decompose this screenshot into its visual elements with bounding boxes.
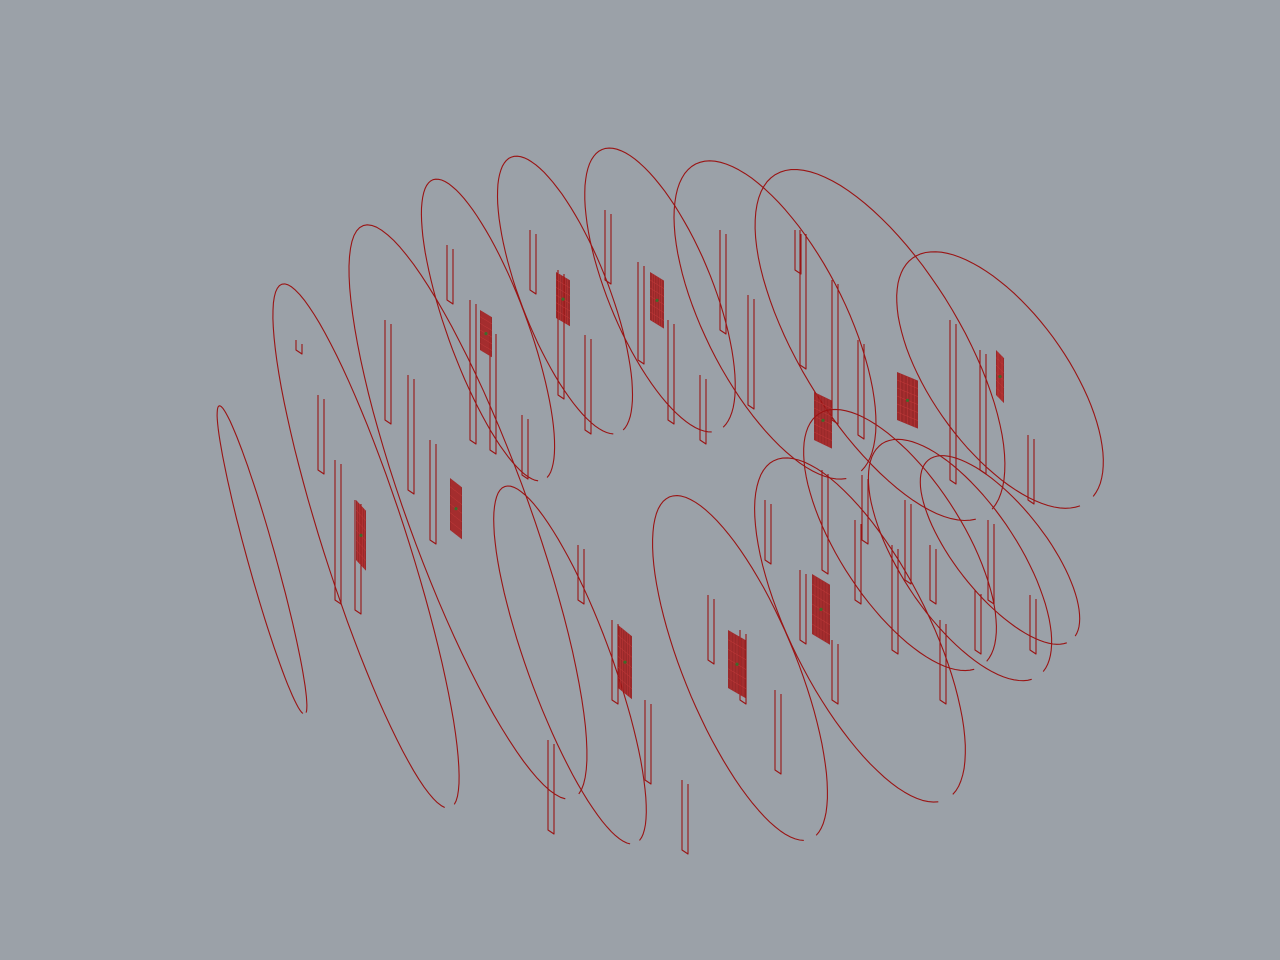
slot-tine — [831, 280, 839, 425]
slot-tine — [577, 545, 585, 605]
disc-rim — [896, 251, 1104, 509]
slot-tine — [521, 415, 529, 480]
disc-6 — [584, 147, 736, 445]
disc-10 — [493, 485, 652, 845]
slot-tine — [667, 320, 675, 425]
slot-tine — [774, 690, 782, 775]
mesh-grid-line — [355, 549, 367, 561]
mesh-accent — [623, 660, 627, 664]
slot-tine — [295, 340, 303, 355]
slot-tine — [987, 520, 995, 605]
mesh-grid-line — [555, 310, 571, 319]
slot-tine — [429, 440, 437, 545]
mesh-grid-line — [896, 411, 919, 421]
slot-tine — [764, 500, 772, 565]
disc-rim — [493, 485, 647, 845]
disc-9 — [896, 251, 1104, 509]
slot-tine — [799, 230, 807, 370]
mesh-grid-line — [449, 521, 463, 531]
slot-tine — [799, 570, 807, 645]
mesh-grid-line — [813, 431, 833, 441]
wireframe-scene — [216, 147, 1104, 855]
slot-tine — [489, 330, 497, 455]
disc-rim — [867, 438, 1053, 682]
slot-tine — [446, 245, 454, 305]
disc-1 — [216, 405, 308, 714]
slot-tine — [384, 320, 392, 425]
slot-tine — [1027, 435, 1035, 505]
mesh-accent — [655, 298, 659, 302]
mesh-accent — [821, 418, 825, 422]
slot-tine — [719, 230, 727, 335]
mesh-accent — [561, 297, 565, 301]
mesh-accent — [998, 374, 1002, 379]
disc-rim — [420, 178, 556, 482]
disc-3 — [348, 224, 588, 800]
mesh-grid-line — [811, 623, 831, 636]
slot-tine — [317, 395, 325, 475]
mesh-accent — [484, 332, 488, 336]
disc-4 — [420, 178, 556, 482]
slot-tine — [821, 470, 829, 575]
disc-rim — [216, 405, 308, 714]
slot-tine — [949, 320, 957, 485]
slot-tine — [557, 270, 565, 400]
slot-tine — [707, 595, 715, 665]
slot-tine — [904, 500, 912, 585]
slot-tine — [929, 545, 937, 605]
mesh-grid-line — [649, 311, 665, 321]
disc-rim — [348, 224, 588, 800]
mesh-accent — [819, 607, 823, 612]
slot-tine — [939, 620, 947, 705]
disc-rim — [919, 455, 1081, 645]
mesh-grid-line — [479, 343, 493, 351]
disc-12 — [754, 457, 966, 803]
mesh-grid-line — [727, 678, 747, 689]
mesh-accent — [905, 398, 910, 402]
disc-11 — [652, 495, 828, 855]
disc-rim — [803, 408, 997, 672]
slot-tine — [584, 335, 592, 435]
mesh-grid-line — [995, 387, 1005, 396]
slot-tine — [547, 740, 555, 835]
slot-tine — [407, 375, 415, 495]
mesh-accent — [735, 662, 739, 666]
slot-tine — [854, 520, 862, 605]
mesh-grid-line — [617, 677, 633, 690]
disc-rim — [754, 457, 966, 803]
slot-tine — [469, 300, 477, 445]
slot-tine — [334, 460, 342, 605]
disc-rim — [584, 147, 736, 433]
slot-tine — [699, 375, 707, 445]
disc-2 — [272, 283, 460, 808]
slot-tine — [604, 210, 612, 285]
slot-tine — [831, 640, 839, 705]
disc-5 — [496, 155, 634, 435]
slot-tine — [529, 230, 537, 295]
disc-14 — [867, 438, 1053, 682]
slot-tine — [1029, 595, 1037, 655]
mesh-accent — [359, 533, 363, 538]
slot-tine — [747, 295, 755, 410]
slot-tine — [891, 545, 899, 655]
mesh-accent — [454, 507, 458, 511]
disc-13 — [803, 350, 1005, 705]
slot-tine — [637, 262, 645, 365]
slot-tine — [794, 230, 802, 275]
slot-tine — [857, 340, 865, 440]
slot-tine — [681, 780, 689, 855]
disc-rim — [652, 495, 828, 841]
slot-tine — [861, 475, 869, 545]
disc-rim — [673, 160, 877, 480]
slot-tine — [974, 590, 982, 655]
disc-rim — [272, 283, 460, 808]
disc-7 — [673, 160, 877, 480]
slot-tine — [644, 700, 652, 785]
disc-15 — [919, 455, 1081, 655]
